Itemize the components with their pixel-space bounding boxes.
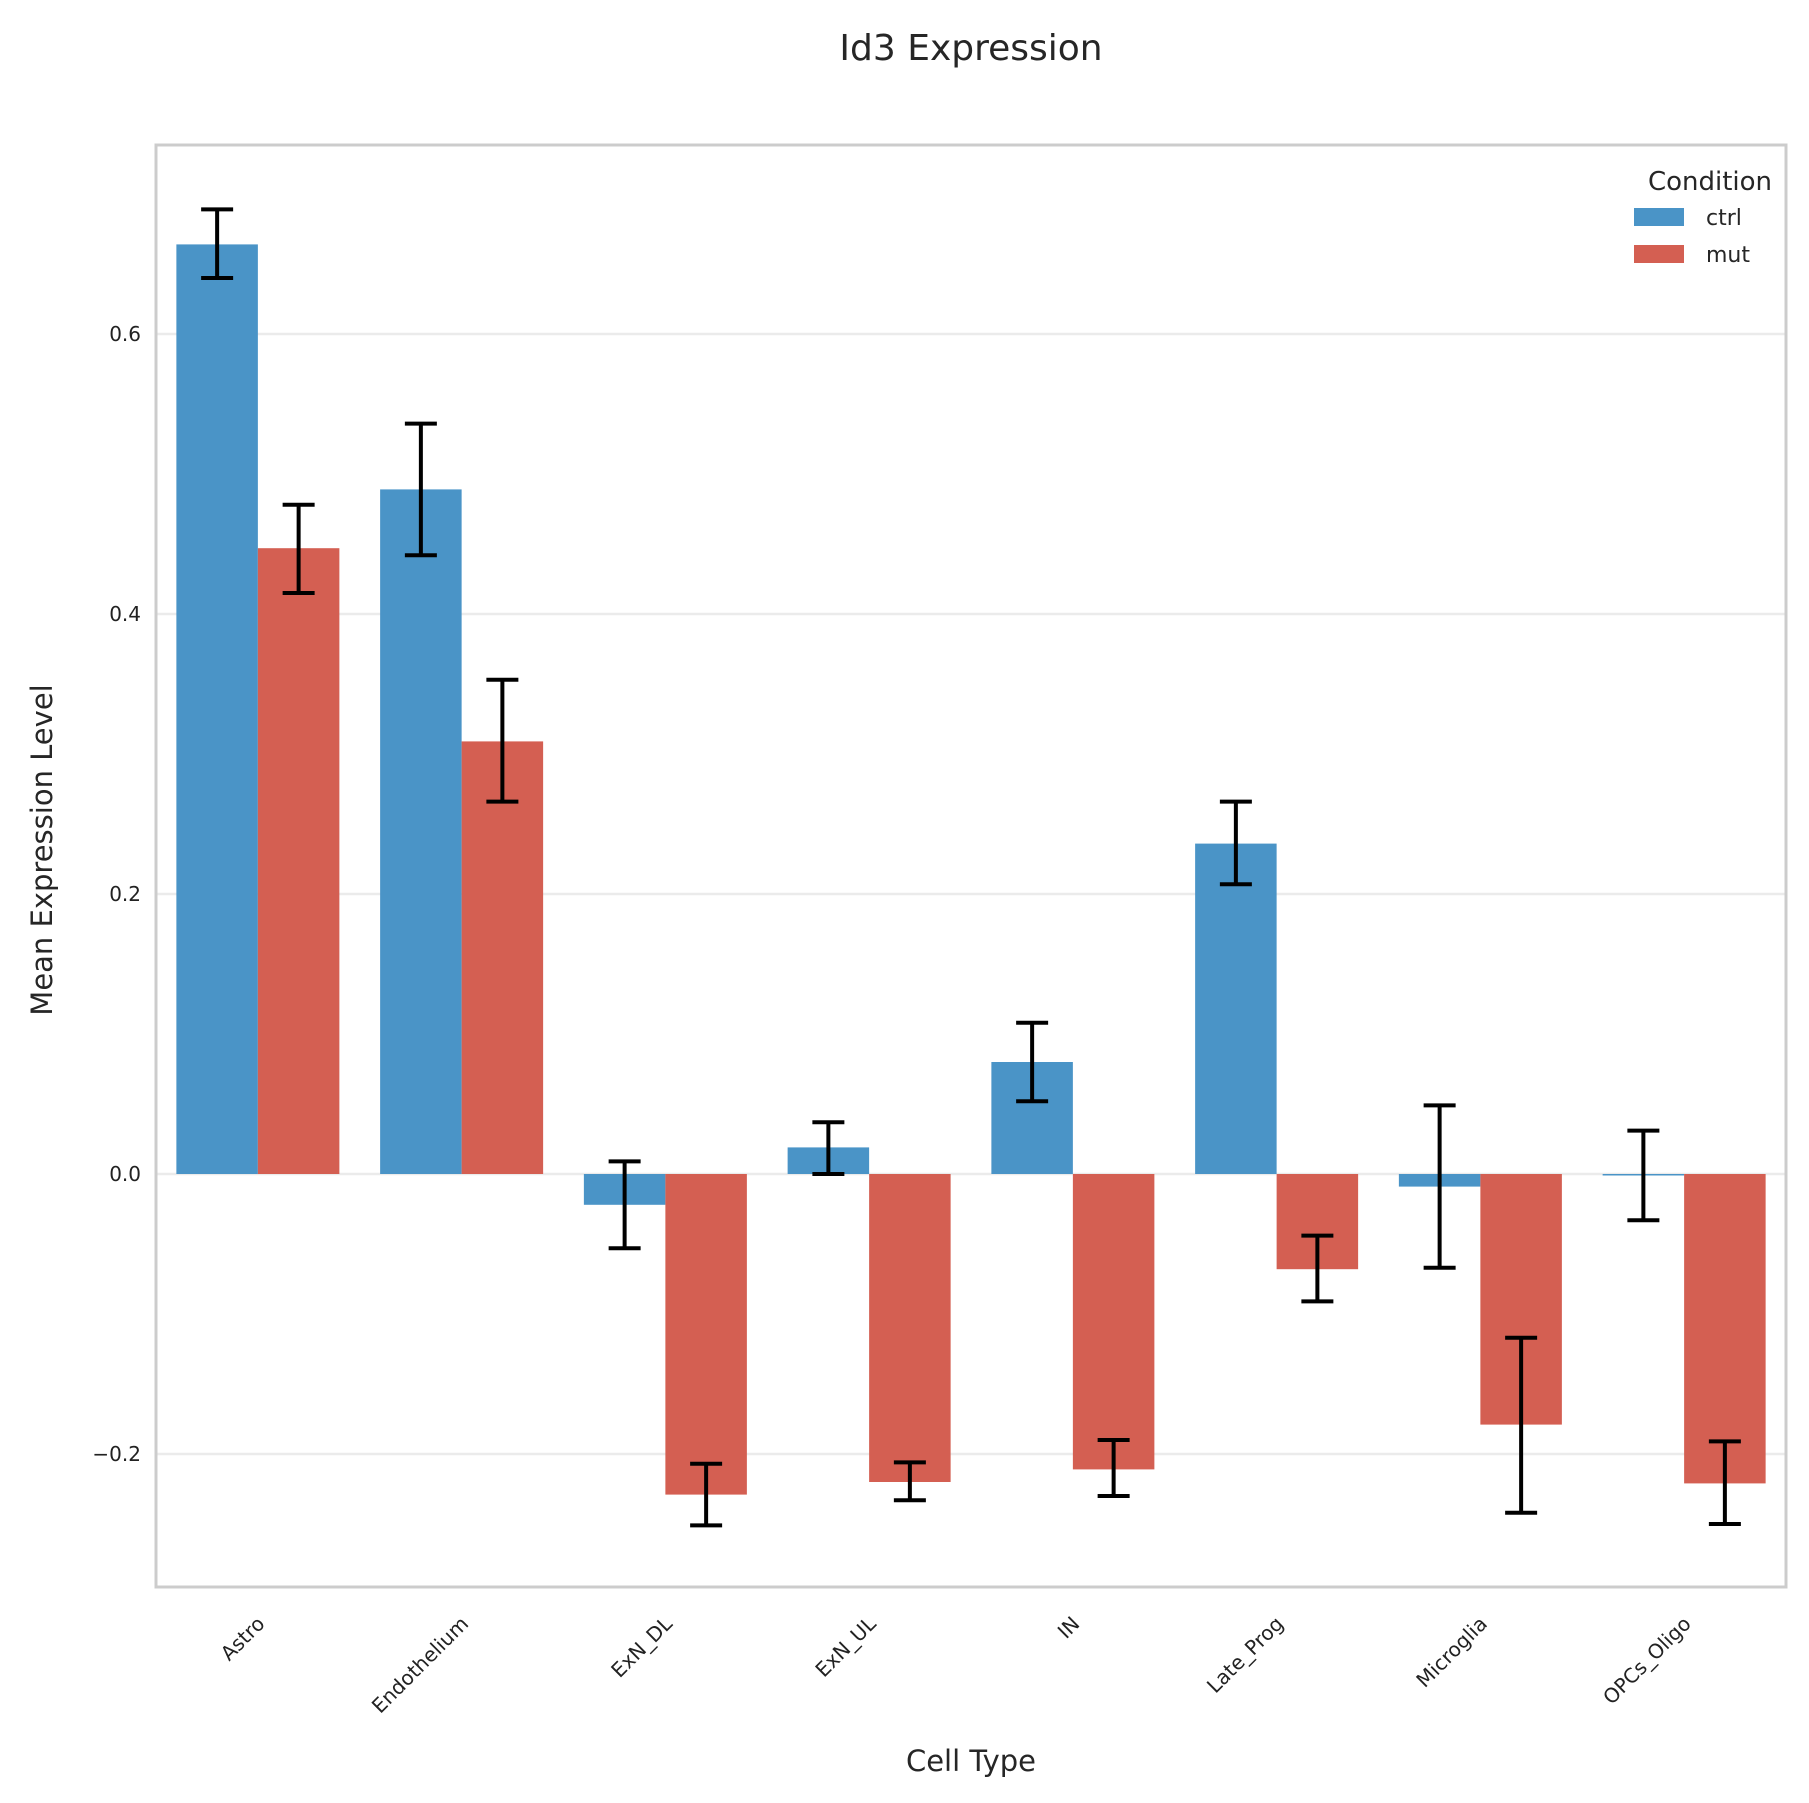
legend-items: ctrl mut bbox=[1634, 206, 1750, 268]
x-tick-label: Late_Prog bbox=[1202, 1612, 1288, 1698]
x-tick-label: ExN_UL bbox=[811, 1611, 882, 1682]
y-tick-label: 0.0 bbox=[109, 1162, 141, 1186]
legend-swatch bbox=[1634, 208, 1684, 226]
legend-swatch bbox=[1634, 245, 1684, 263]
bar-mut bbox=[665, 1174, 747, 1495]
chart-title: Id3 Expression bbox=[839, 28, 1102, 69]
bar-ctrl bbox=[176, 244, 258, 1174]
legend-label: ctrl bbox=[1706, 206, 1742, 231]
error-bar-ctrl bbox=[201, 207, 234, 280]
error-bar-mut bbox=[1708, 1439, 1741, 1526]
error-bar-ctrl bbox=[1423, 1103, 1456, 1270]
bar-mut bbox=[257, 548, 340, 1174]
bar-mut bbox=[1684, 1174, 1766, 1484]
x-tick-label: IN bbox=[1053, 1612, 1085, 1644]
x-tick-label: Astro bbox=[216, 1612, 270, 1666]
error-bar-mut bbox=[486, 677, 519, 804]
legend-title: Condition bbox=[1648, 167, 1772, 197]
y-tick-label: −0.2 bbox=[92, 1442, 141, 1466]
bar-mut bbox=[1072, 1174, 1155, 1470]
legend-item-mut: mut bbox=[1634, 243, 1750, 268]
error-bar-mut bbox=[893, 1460, 926, 1503]
error-bar-ctrl bbox=[404, 421, 437, 558]
bar-ctrl bbox=[380, 489, 462, 1174]
error-bar-mut bbox=[1505, 1335, 1538, 1515]
x-axis-ticks: Astro Endothelium ExN_DL ExN_UL IN Late_Prog M… bbox=[216, 1611, 1696, 1718]
error-bar-mut bbox=[282, 502, 315, 595]
x-tick-label: Endothelium bbox=[367, 1612, 473, 1718]
error-bar-ctrl bbox=[608, 1159, 641, 1251]
y-tick-label: 0.6 bbox=[109, 322, 141, 346]
error-bar-mut bbox=[690, 1461, 723, 1528]
x-tick-label: Microglia bbox=[1411, 1612, 1492, 1693]
bar-mut bbox=[461, 741, 544, 1174]
y-axis-ticks: −0.2 0.0 0.2 0.4 0.6 bbox=[92, 322, 141, 1466]
bar-mut bbox=[869, 1174, 951, 1482]
error-bars bbox=[201, 207, 1741, 1528]
plot-frame bbox=[154, 143, 1788, 1589]
y-axis-label: Mean Expression Level bbox=[25, 684, 59, 1015]
error-bar-mut bbox=[1301, 1233, 1334, 1304]
y-tick-label: 0.2 bbox=[109, 882, 141, 906]
bar-ctrl bbox=[1195, 843, 1277, 1174]
y-tick-label: 0.4 bbox=[109, 602, 141, 626]
error-bar-ctrl bbox=[1627, 1128, 1660, 1223]
error-bar-mut bbox=[1097, 1438, 1130, 1498]
x-tick-label: ExN_DL bbox=[606, 1611, 677, 1682]
bars bbox=[176, 244, 1766, 1495]
error-bar-ctrl bbox=[812, 1120, 845, 1176]
error-bar-ctrl bbox=[1016, 1020, 1049, 1104]
legend: Condition ctrl mut bbox=[1634, 167, 1772, 268]
x-tick-label: OPCs_Oligo bbox=[1598, 1612, 1696, 1710]
x-axis-label: Cell Type bbox=[906, 1744, 1036, 1778]
legend-item-ctrl: ctrl bbox=[1634, 206, 1742, 231]
legend-label: mut bbox=[1706, 243, 1750, 268]
error-bar-ctrl bbox=[1219, 799, 1252, 887]
